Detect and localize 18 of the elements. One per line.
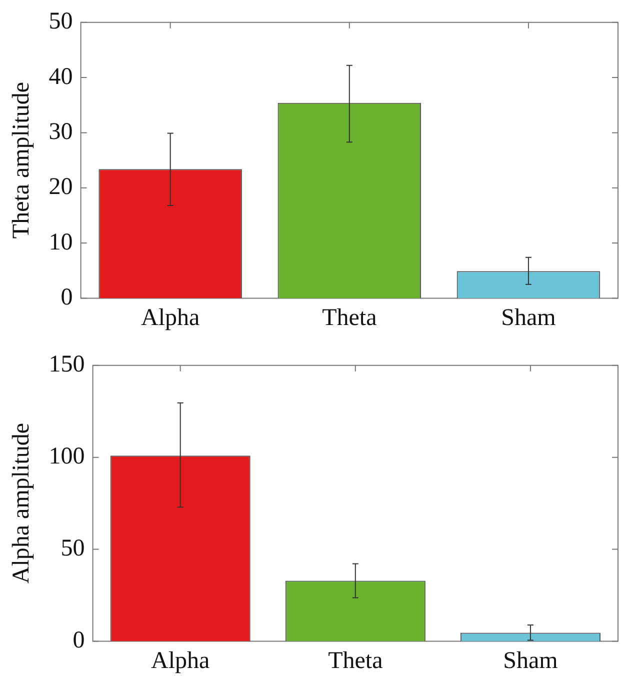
x-tick-label: Theta (328, 648, 384, 674)
y-tick-label: 50 (60, 536, 85, 562)
y-tick-label: 0 (72, 627, 85, 654)
x-tick-label: Theta (322, 304, 378, 331)
y-tick-label: 100 (48, 444, 85, 470)
y-tick-label: 150 (48, 352, 85, 378)
y-tick-label: 30 (48, 119, 73, 146)
x-tick-label: Alpha (141, 304, 200, 331)
y-tick-label: 40 (48, 64, 73, 90)
y-axis-title: Alpha amplitude (8, 422, 35, 584)
y-tick-label: 50 (48, 8, 73, 35)
x-tick-label: Alpha (151, 648, 210, 674)
x-tick-label: Sham (503, 648, 558, 674)
y-tick-label: 0 (60, 284, 73, 310)
y-axis-title: Theta amplitude (8, 82, 35, 239)
x-tick-label: Sham (501, 304, 556, 331)
y-tick-label: 20 (48, 174, 73, 200)
y-tick-label: 10 (48, 229, 73, 256)
